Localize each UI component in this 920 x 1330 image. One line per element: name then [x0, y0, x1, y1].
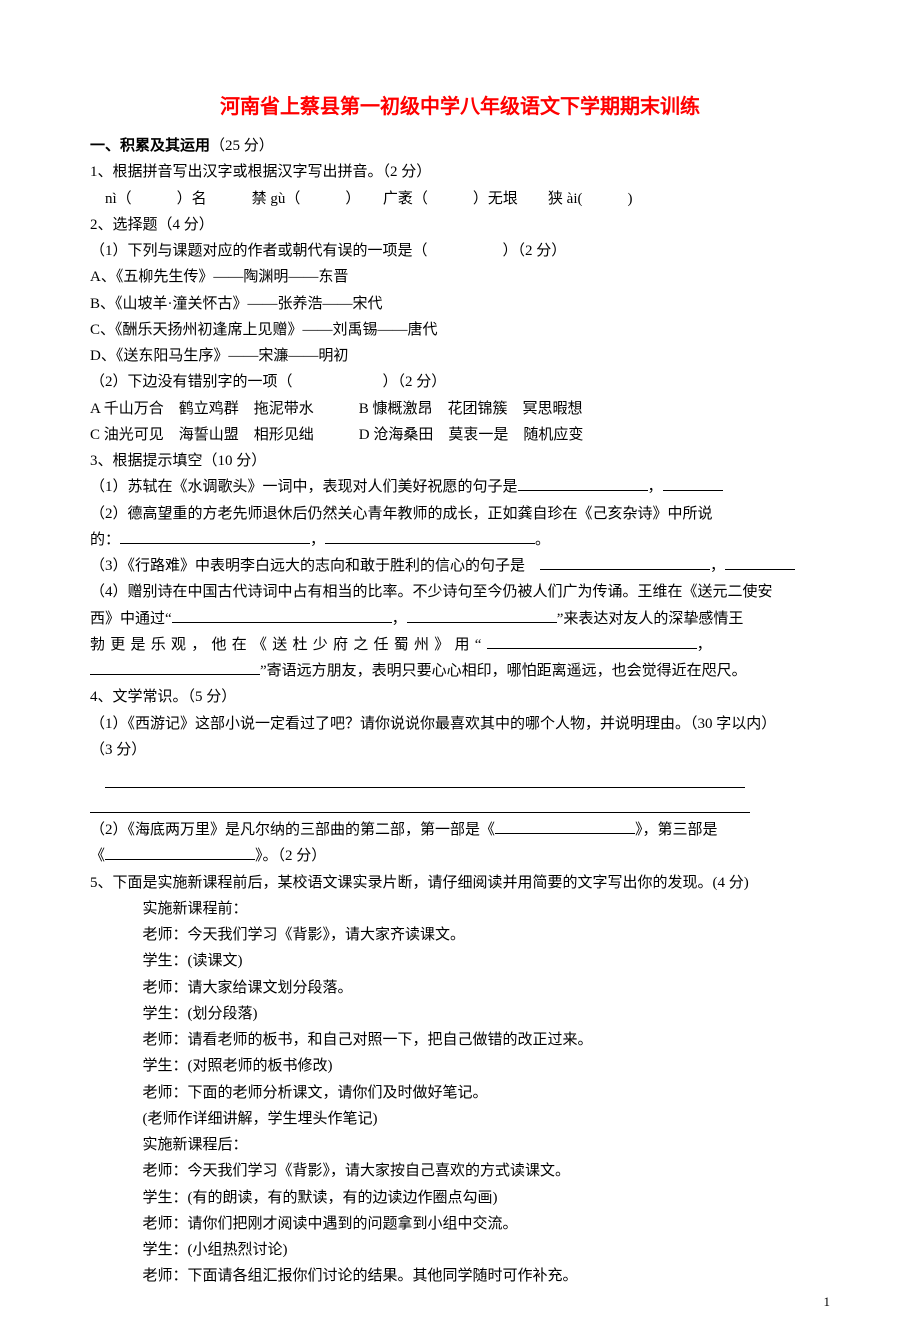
q4-s2-a: （2）《海底两万里》是凡尔纳的三部曲的第二部，第一部是《 — [90, 822, 495, 838]
q4-s1b: （3 分） — [90, 737, 830, 763]
blank — [172, 606, 392, 623]
q3-s4-f: ， — [697, 637, 712, 653]
q3-s2-b: 的： — [90, 532, 120, 548]
q3-s1-b: ， — [648, 479, 663, 495]
blank — [120, 527, 310, 544]
q3-s4-g: ”寄语远方朋友，表明只要心心相印，哪怕距离遥远，也会觉得近在咫尺。 — [260, 663, 747, 679]
q3-s2-d: 。 — [535, 532, 550, 548]
q5-line-5: 老师：请看老师的板书，和自己对照一下，把自己做错的改正过来。 — [90, 1027, 830, 1053]
q2-b: B、《山坡羊·潼关怀古》——张养浩——宋代 — [90, 291, 830, 317]
q5-line-11: 学生：(有的朗读，有的默读，有的边读边作圈点勾画) — [90, 1185, 830, 1211]
blank — [663, 475, 723, 492]
q4-s2-b: 》，第三部是 — [635, 822, 718, 838]
q4-s2-c: 《 — [90, 848, 105, 864]
q2-c: C、《酬乐天扬州初逢席上见赠》——刘禹锡——唐代 — [90, 317, 830, 343]
q3-s3-b: ， — [710, 558, 725, 574]
blank — [540, 554, 710, 571]
blank — [105, 844, 255, 861]
q5-line-13: 学生：(小组热烈讨论) — [90, 1237, 830, 1263]
q3-s1-a: （1）苏轼在《水调歌头》一词中，表现对人们美好祝愿的句子是 — [90, 479, 518, 495]
q5-line-14: 老师：下面请各组汇报你们讨论的结果。其他同学随时可作补充。 — [90, 1263, 830, 1289]
section-1-head: 一、积累及其运用 — [90, 138, 210, 154]
q2-a: A、《五柳先生传》——陶渊明——东晋 — [90, 264, 830, 290]
q2-a2: A 千山万合 鹤立鸡群 拖泥带水 B 慷概激昂 花团锦簇 冥思暇想 — [90, 396, 830, 422]
q3-s3: （3）《行路难》中表明李白远大的志向和敢于胜利的信心的句子是 ， — [90, 553, 830, 579]
q5-line-10: 老师：今天我们学习《背影》，请大家按自己喜欢的方式读课文。 — [90, 1158, 830, 1184]
q4-s1a: （1）《西游记》这部小说一定看过了吧？请你说说你最喜欢其中的哪个人物，并说明理由… — [90, 711, 830, 737]
blank-line-1 — [90, 767, 830, 788]
q3-s4a: （4）赠别诗在中国古代诗词中占有相当的比率。不少诗句至今仍被人们广为传诵。王维在… — [90, 579, 830, 605]
q3-s4-d: ”来表达对友人的深挚感情王 — [557, 611, 744, 627]
blank — [90, 659, 260, 676]
q3-s2a: （2）德高望重的方老先师退休后仍然关心青年教师的成长，正如龚自珍在《己亥杂诗》中… — [90, 501, 830, 527]
section-1-points: （25 分） — [210, 138, 274, 154]
q3-s4-b: 西》中通过“ — [90, 611, 172, 627]
q5-line-1: 老师：今天我们学习《背影》，请大家齐读课文。 — [90, 922, 830, 948]
q5-line-7: 老师：下面的老师分析课文，请你们及时做好笔记。 — [90, 1080, 830, 1106]
blank — [487, 632, 697, 649]
q5-line-8: (老师作详细讲解，学生埋头作笔记) — [90, 1106, 830, 1132]
page-title: 河南省上蔡县第一初级中学八年级语文下学期期末训练 — [90, 90, 830, 125]
blank-line-2 — [90, 792, 830, 813]
q5-line-2: 学生：(读课文) — [90, 948, 830, 974]
q4-s2: （2）《海底两万里》是凡尔纳的三部曲的第二部，第一部是《 》，第三部是 — [90, 817, 830, 843]
q3-stem: 3、根据提示填空（10 分） — [90, 448, 830, 474]
blank — [518, 475, 648, 492]
q3-s4b: 西》中通过“ ， ”来表达对友人的深挚感情王 — [90, 606, 830, 632]
q5-line-4: 学生：(划分段落) — [90, 1001, 830, 1027]
blank — [495, 818, 635, 835]
q2-s2: （2）下边没有错别字的一项（ ）（2 分） — [90, 369, 830, 395]
page-number: 1 — [824, 1291, 831, 1314]
q3-s3-a: （3）《行路难》中表明李白远大的志向和敢于胜利的信心的句子是 — [90, 558, 540, 574]
q2-s1: （1）下列与课题对应的作者或朝代有误的一项是（ ）（2 分） — [90, 238, 830, 264]
q3-s4c: 勃更是乐观，他在《送杜少府之任蜀州》用“ ， — [90, 632, 830, 658]
q3-s2-c: ， — [310, 532, 325, 548]
q5-line-9: 实施新课程后： — [90, 1132, 830, 1158]
q5-line-6: 学生：(对照老师的板书修改) — [90, 1053, 830, 1079]
blank — [325, 527, 535, 544]
q2-stem: 2、选择题（4 分） — [90, 212, 830, 238]
q3-s4-c: ， — [392, 611, 407, 627]
q4-s2-d: 》。（2 分） — [255, 848, 326, 864]
q2-c2: C 油光可见 海誓山盟 相形见绌 D 沧海桑田 莫衷一是 随机应变 — [90, 422, 830, 448]
q3-s2b: 的： ， 。 — [90, 527, 830, 553]
q1-stem: 1、根据拼音写出汉字或根据汉字写出拼音。（2 分） — [90, 159, 830, 185]
section-1-header: 一、积累及其运用（25 分） — [90, 133, 830, 159]
q5-line-12: 老师：请你们把刚才阅读中遇到的问题拿到小组中交流。 — [90, 1211, 830, 1237]
q3-s4d: ”寄语远方朋友，表明只要心心相印，哪怕距离遥远，也会觉得近在咫尺。 — [90, 658, 830, 684]
q5-line-3: 老师：请大家给课文划分段落。 — [90, 975, 830, 1001]
blank — [725, 554, 795, 571]
q5-stem: 5、下面是实施新课程前后，某校语文课实录片断，请仔细阅读并用简要的文字写出你的发… — [90, 870, 830, 896]
q4-stem: 4、文学常识。（5 分） — [90, 684, 830, 710]
q3-s4-e: 勃更是乐观，他在《送杜少府之任蜀州》用“ — [90, 637, 487, 653]
q5-line-0: 实施新课程前： — [90, 896, 830, 922]
blank — [407, 606, 557, 623]
q4-s2-line2: 《 》。（2 分） — [90, 843, 830, 869]
q2-d: D、《送东阳马生序》——宋濂——明初 — [90, 343, 830, 369]
q3-s1: （1）苏轼在《水调歌头》一词中，表现对人们美好祝愿的句子是 ， — [90, 474, 830, 500]
q1-line: nì（ ）名 禁 gù（ ） 广袤（ ）无垠 狭 ài( ) — [90, 186, 830, 212]
